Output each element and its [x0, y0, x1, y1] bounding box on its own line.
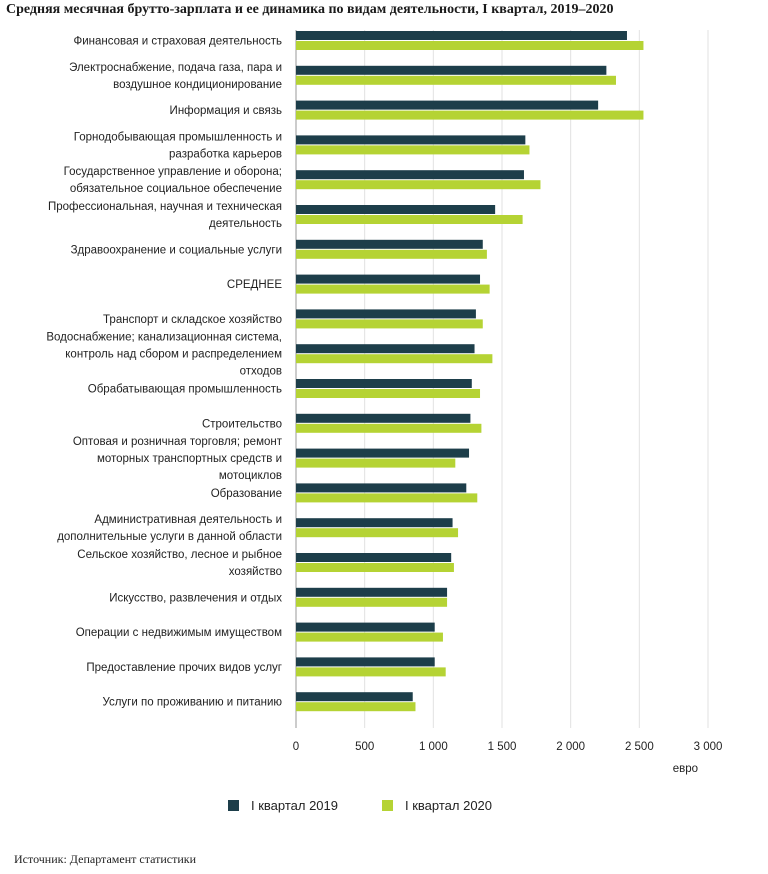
category-label: дополнительные услуги в данной области — [57, 531, 282, 543]
bar-2019 — [296, 65, 607, 75]
x-axis-unit-label: евро — [673, 763, 698, 775]
bar-2019 — [296, 379, 472, 388]
bar-2020 — [296, 110, 644, 120]
bar-2020 — [296, 423, 482, 433]
x-axis-ticks: 0 500 1 000 1 500 2 000 2 500 3 000 — [293, 741, 723, 753]
bar-2019 — [296, 100, 599, 110]
bar-2019 — [296, 170, 524, 180]
category-label: деятельность — [209, 218, 282, 230]
bar-2020 — [296, 389, 481, 398]
category-label: мотоциклов — [219, 470, 282, 482]
category-label: отходов — [240, 366, 282, 378]
category-label: Водоснабжение; канализационная система, — [46, 332, 282, 344]
category-label: Обрабатывающая промышленность — [88, 384, 282, 396]
bar-2020 — [296, 215, 523, 224]
category-label: обязательное социальное обеспечение — [70, 183, 282, 195]
category-label: Услуги по проживанию и питанию — [102, 697, 282, 709]
legend-item-2020: I квартал 2020 — [382, 798, 492, 813]
x-tick-label: 1 500 — [488, 741, 517, 753]
bar-2019 — [296, 239, 483, 249]
chart-title: Средняя месячная брутто-зарплата и ее ди… — [6, 2, 614, 17]
category-label: Строительство — [202, 418, 282, 430]
x-tick-label: 1 000 — [419, 741, 448, 753]
bar-2020 — [296, 528, 459, 538]
category-label: Образование — [211, 488, 282, 500]
category-label: Финансовая и страховая деятельность — [73, 36, 282, 48]
bar-2020 — [296, 249, 487, 259]
category-label: Профессиональная, научная и техническая — [48, 201, 282, 213]
legend-item-2019: I квартал 2019 — [228, 798, 338, 813]
bar-2020 — [296, 493, 478, 503]
bar-2020 — [296, 458, 456, 468]
category-label: контроль над сбором и распределением — [65, 349, 282, 361]
bar-2019 — [296, 657, 435, 667]
bar-2019 — [296, 448, 470, 458]
bar-chart: Финансовая и страховая деятельность Элект… — [46, 30, 723, 775]
category-label: Сельское хозяйство, лесное и рыбное — [77, 549, 282, 561]
bar-2020 — [296, 284, 490, 294]
category-label: хозяйство — [229, 566, 282, 578]
bar-2019 — [296, 692, 413, 702]
category-label: Здравоохранение и социальные услуги — [71, 244, 282, 256]
bar-2020 — [296, 319, 483, 329]
source-note: Источник: Департамент статистики — [14, 852, 197, 866]
category-label: Горнодобывающая промышленность и — [74, 131, 282, 143]
legend-swatch-2020 — [382, 800, 394, 811]
bar-2020 — [296, 75, 616, 85]
bar-2019 — [296, 553, 452, 562]
x-tick-label: 2 500 — [625, 741, 654, 753]
bar-2020 — [296, 180, 541, 190]
bar-2019 — [296, 518, 453, 528]
bar-2020 — [296, 702, 416, 712]
bar-2020 — [296, 667, 446, 677]
x-tick-label: 500 — [355, 741, 374, 753]
category-label: Электроснабжение, подача газа, пара и — [69, 62, 282, 74]
category-label: Административная деятельность и — [94, 514, 282, 526]
legend: I квартал 2019 I квартал 2020 — [228, 798, 536, 813]
legend-label-2019: I квартал 2019 — [251, 798, 339, 813]
category-label: моторных транспортных средств и — [97, 453, 282, 465]
category-label: СРЕДНЕЕ — [227, 279, 282, 291]
bar-2019 — [296, 309, 476, 319]
category-label: Оптовая и розничная торговля; ремонт — [73, 436, 283, 448]
bar-2019 — [296, 274, 481, 284]
category-label: Информация и связь — [170, 105, 282, 117]
bar-2019 — [296, 344, 475, 354]
bar-2020 — [296, 354, 493, 364]
legend-swatch-2019 — [228, 800, 239, 811]
category-label: Транспорт и складское хозяйство — [103, 314, 282, 326]
bar-2019 — [296, 587, 448, 597]
bars — [296, 31, 644, 712]
x-tick-label: 3 000 — [694, 741, 723, 753]
category-label: Искусство, развлечения и отдых — [109, 592, 282, 604]
bar-2019 — [296, 622, 435, 632]
category-label: Государственное управление и оборона; — [64, 166, 282, 178]
category-label: разработка карьеров — [169, 148, 282, 160]
bar-2019 — [296, 205, 496, 214]
bar-2019 — [296, 135, 526, 145]
bar-2020 — [296, 597, 448, 607]
bar-2020 — [296, 563, 454, 572]
bar-2020 — [296, 632, 443, 642]
category-label: Операции с недвижимым имуществом — [76, 627, 282, 639]
bar-2020 — [296, 41, 644, 50]
bar-2020 — [296, 145, 530, 155]
x-tick-label: 2 000 — [556, 741, 585, 753]
category-label: Предоставление прочих видов услуг — [86, 662, 282, 674]
category-label: воздушное кондиционирование — [113, 79, 282, 91]
bar-2019 — [296, 31, 627, 40]
bar-2019 — [296, 483, 467, 493]
bar-2019 — [296, 413, 471, 423]
legend-label-2020: I квартал 2020 — [405, 798, 493, 813]
x-tick-label: 0 — [293, 741, 299, 753]
category-labels: Финансовая и страховая деятельность Элект… — [46, 36, 282, 709]
